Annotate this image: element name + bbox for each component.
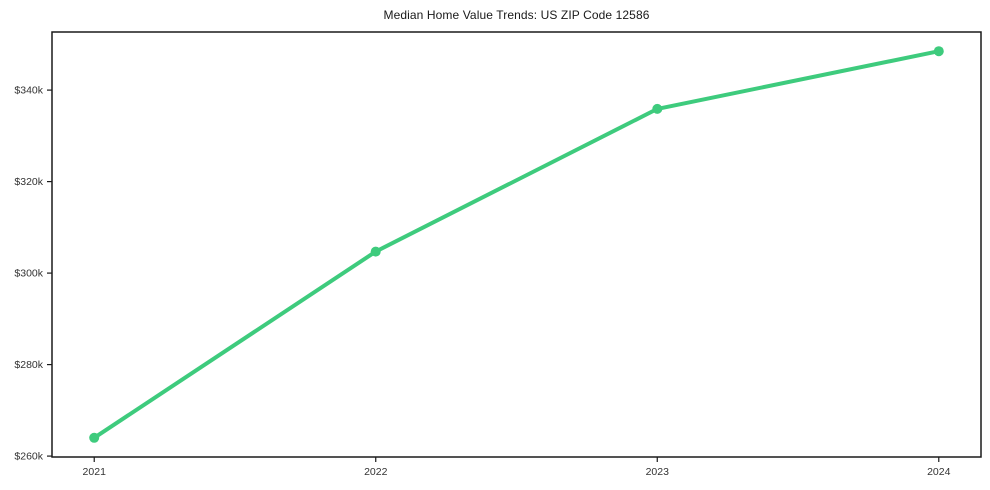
y-axis-tick-label: $280k [14,359,43,371]
y-axis-tick-label: $320k [14,176,43,188]
x-axis-tick-label: 2023 [646,466,670,478]
y-axis-tick-label: $260k [14,451,43,463]
trend-line [92,49,941,440]
y-axis-tick-label: $340k [14,85,43,97]
plot-frame [51,31,982,458]
x-axis-tick-label: 2024 [927,466,951,478]
data-point-marker [89,432,100,443]
chart-title: Median Home Value Trends: US ZIP Code 12… [383,8,650,22]
data-point-marker [370,246,381,257]
y-axis-tick-label: $300k [14,268,43,280]
x-axis-tick-label: 2021 [83,466,107,478]
data-point-marker [933,46,944,57]
data-point-marker [652,103,663,114]
x-axis-tick-label: 2022 [364,466,388,478]
